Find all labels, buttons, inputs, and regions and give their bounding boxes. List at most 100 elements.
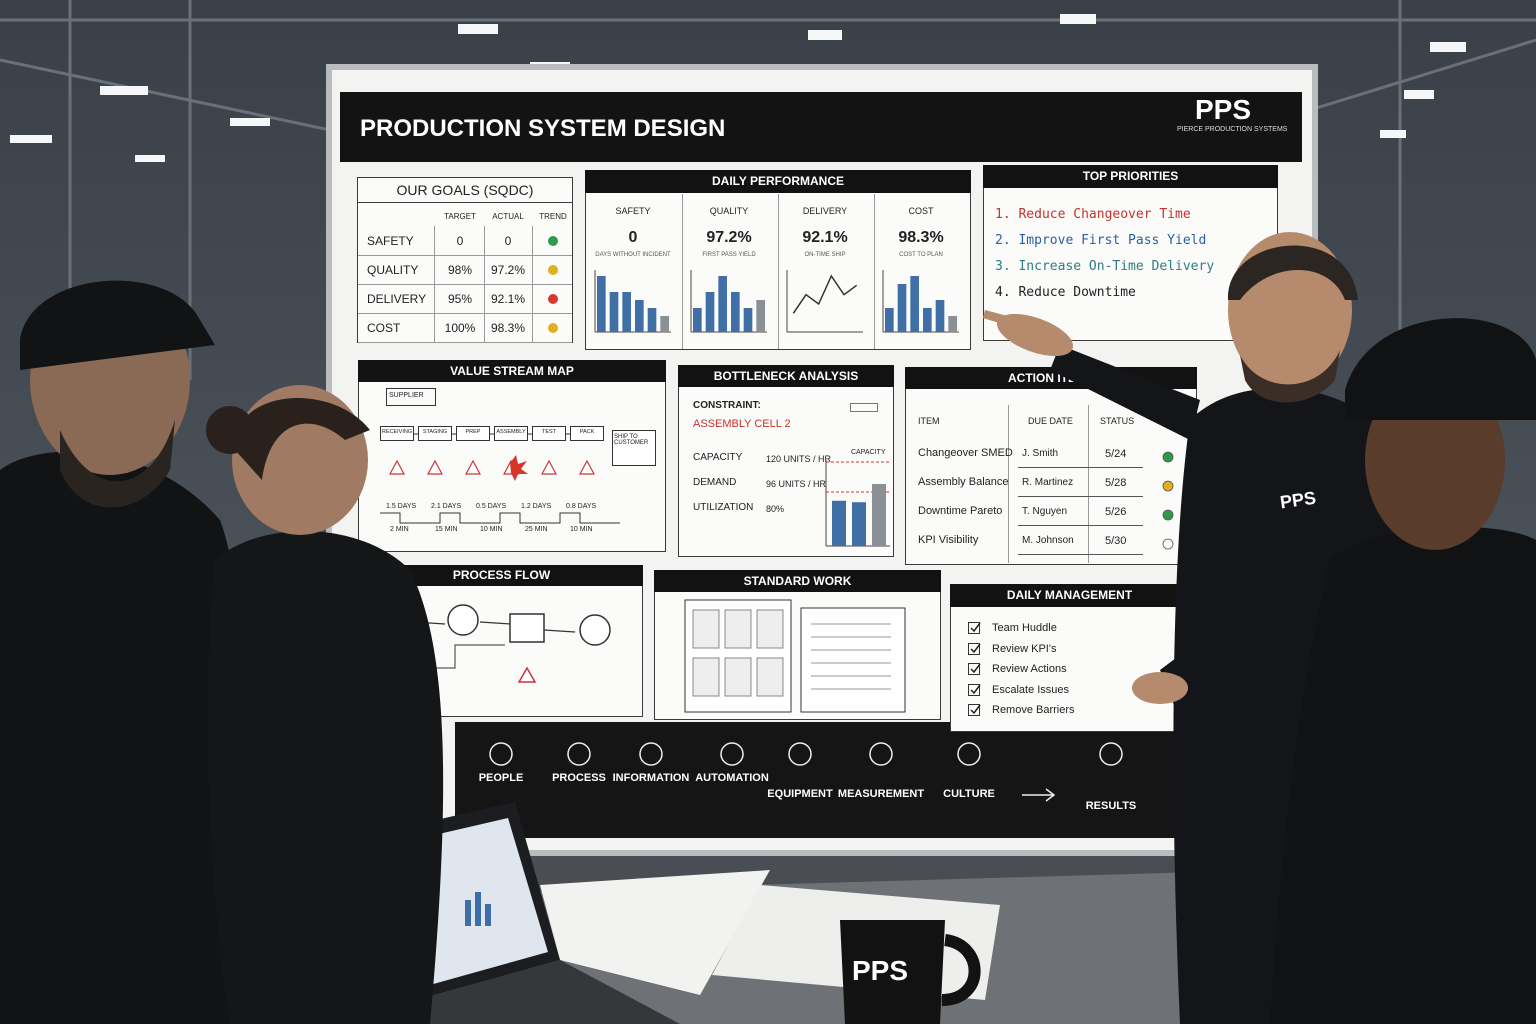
person-left <box>0 280 246 1024</box>
warning-triangle <box>517 666 537 683</box>
label: COST TO PLAN <box>899 252 943 258</box>
bar <box>935 300 945 332</box>
label: KPI Visibility <box>918 534 979 546</box>
vsm-box <box>532 426 566 441</box>
bar <box>885 308 894 332</box>
trend-dot <box>548 294 558 304</box>
status-dot <box>1162 451 1174 463</box>
label: TREND <box>539 212 567 221</box>
bar <box>852 502 866 546</box>
pillar-icon <box>957 742 981 766</box>
label: PPS <box>1195 94 1252 125</box>
label: R. Martinez <box>1022 477 1074 488</box>
mini-chart <box>786 270 863 333</box>
checkmark <box>970 663 981 674</box>
label: Downtime Pareto <box>918 505 1003 517</box>
placeholder <box>850 403 878 412</box>
label: Review Actions <box>992 663 1067 675</box>
pillar-band <box>455 722 1185 838</box>
process-node <box>509 613 545 643</box>
inventory-triangle <box>464 459 482 475</box>
mug <box>840 920 981 1024</box>
bar <box>872 484 886 546</box>
inventory-triangle <box>388 459 406 475</box>
line-series <box>792 274 858 314</box>
pillar-icon <box>639 742 663 766</box>
row-rule <box>358 284 572 285</box>
status-indicator <box>1162 451 1174 463</box>
pillar-icon-shape <box>1099 742 1123 766</box>
label: PRODUCTION SYSTEM DESIGN <box>360 115 726 142</box>
bar <box>897 284 907 332</box>
vsm-graphics <box>380 433 620 524</box>
label: 97.2% <box>490 263 526 277</box>
label: 4. Reduce Downtime <box>995 285 1136 300</box>
label: 95% <box>447 292 473 306</box>
panel-title: TOP PRIORITIES <box>983 165 1278 188</box>
label: TARGET <box>444 212 476 221</box>
bar <box>647 308 657 332</box>
row-rule <box>1018 525 1143 526</box>
checkbox <box>968 642 980 655</box>
label: Remove Barriers <box>992 704 1075 716</box>
label: 2.1 DAYS <box>431 503 462 510</box>
panel-title: BOTTLENECK ANALYSIS <box>678 365 894 387</box>
label: 98% <box>447 263 473 277</box>
arrow-shape <box>1022 788 1056 802</box>
status-dot <box>1162 509 1174 521</box>
label: DEMAND <box>693 477 737 488</box>
trend-indicator <box>548 323 558 333</box>
col-rule <box>1088 405 1089 563</box>
col-rule <box>532 226 533 342</box>
pillar-icon-shape <box>489 742 513 766</box>
checkbox <box>968 663 980 675</box>
label: 100% <box>444 321 476 335</box>
col-rule <box>484 226 485 342</box>
label: RESULTS <box>1085 800 1137 812</box>
check <box>970 704 981 715</box>
bar <box>609 292 619 332</box>
label: 5/26 <box>1105 506 1127 518</box>
label: 0 <box>628 229 638 246</box>
check <box>970 622 981 633</box>
label: 5/24 <box>1105 448 1127 460</box>
label: Assembly Balance <box>918 476 1009 488</box>
pillar-icon-shape <box>567 742 591 766</box>
pillar-icon-shape <box>957 742 981 766</box>
label: EQUIPMENT <box>767 788 833 800</box>
sheet-cell <box>724 657 752 697</box>
label: ITEM <box>918 416 940 426</box>
trend-indicator <box>548 265 558 275</box>
label: CULTURE <box>943 788 995 800</box>
label: 1.2 DAYS <box>521 503 552 510</box>
label: QUALITY <box>367 263 419 277</box>
board-header <box>340 92 1302 162</box>
row-rule <box>1018 554 1143 555</box>
pillar-icon <box>720 742 744 766</box>
checkmark <box>970 643 981 653</box>
vsm-box <box>386 388 436 406</box>
panel-title: OUR GOALS (SQDC) <box>357 177 573 203</box>
label: COST <box>908 206 934 216</box>
inventory-triangle <box>578 459 596 475</box>
work-sheet <box>800 607 906 713</box>
bar <box>705 292 715 332</box>
vsm-box <box>456 426 490 441</box>
bar <box>923 308 932 332</box>
panel <box>357 177 573 343</box>
vsm-box <box>612 430 656 466</box>
inventory-triangle <box>426 459 444 475</box>
label: QUALITY <box>709 206 749 216</box>
panel <box>950 584 1189 732</box>
bar <box>622 292 631 332</box>
label: DUE DATE <box>1028 416 1073 426</box>
label: 98.3% <box>898 229 944 246</box>
bar <box>718 276 727 332</box>
checkmark <box>970 704 981 715</box>
bar <box>635 300 644 332</box>
status-dot <box>1162 538 1174 550</box>
label: 0.8 DAYS <box>566 503 597 510</box>
label: SHIP TO CUSTOMER <box>614 434 649 446</box>
paper <box>540 870 770 995</box>
